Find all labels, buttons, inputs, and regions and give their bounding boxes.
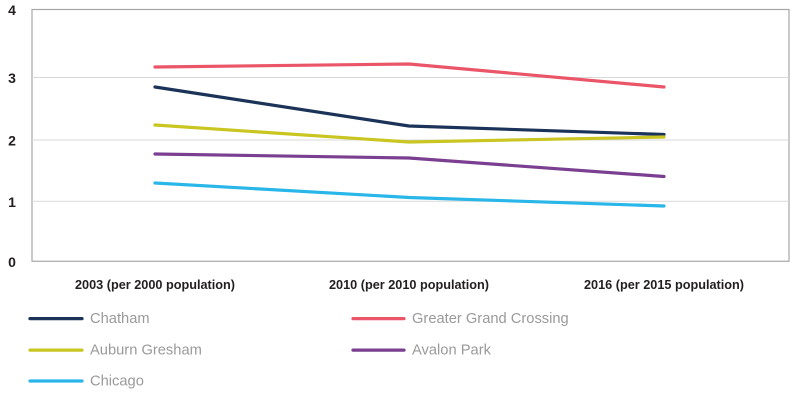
svg-text:Greater Grand Crossing: Greater Grand Crossing [412, 311, 569, 327]
svg-text:0: 0 [8, 254, 16, 270]
svg-text:Auburn Gresham: Auburn Gresham [90, 343, 202, 359]
svg-text:2003 (per 2000 population): 2003 (per 2000 population) [75, 278, 235, 292]
svg-text:1: 1 [8, 194, 16, 210]
svg-text:Avalon Park: Avalon Park [412, 343, 492, 359]
svg-text:3: 3 [8, 70, 16, 86]
svg-text:Chicago: Chicago [90, 374, 144, 390]
svg-text:Chatham: Chatham [90, 311, 150, 327]
svg-text:4: 4 [8, 2, 16, 18]
svg-text:2: 2 [8, 133, 16, 149]
svg-text:2010 (per 2010 population): 2010 (per 2010 population) [329, 278, 489, 292]
svg-text:2016 (per 2015 population): 2016 (per 2015 population) [584, 278, 744, 292]
